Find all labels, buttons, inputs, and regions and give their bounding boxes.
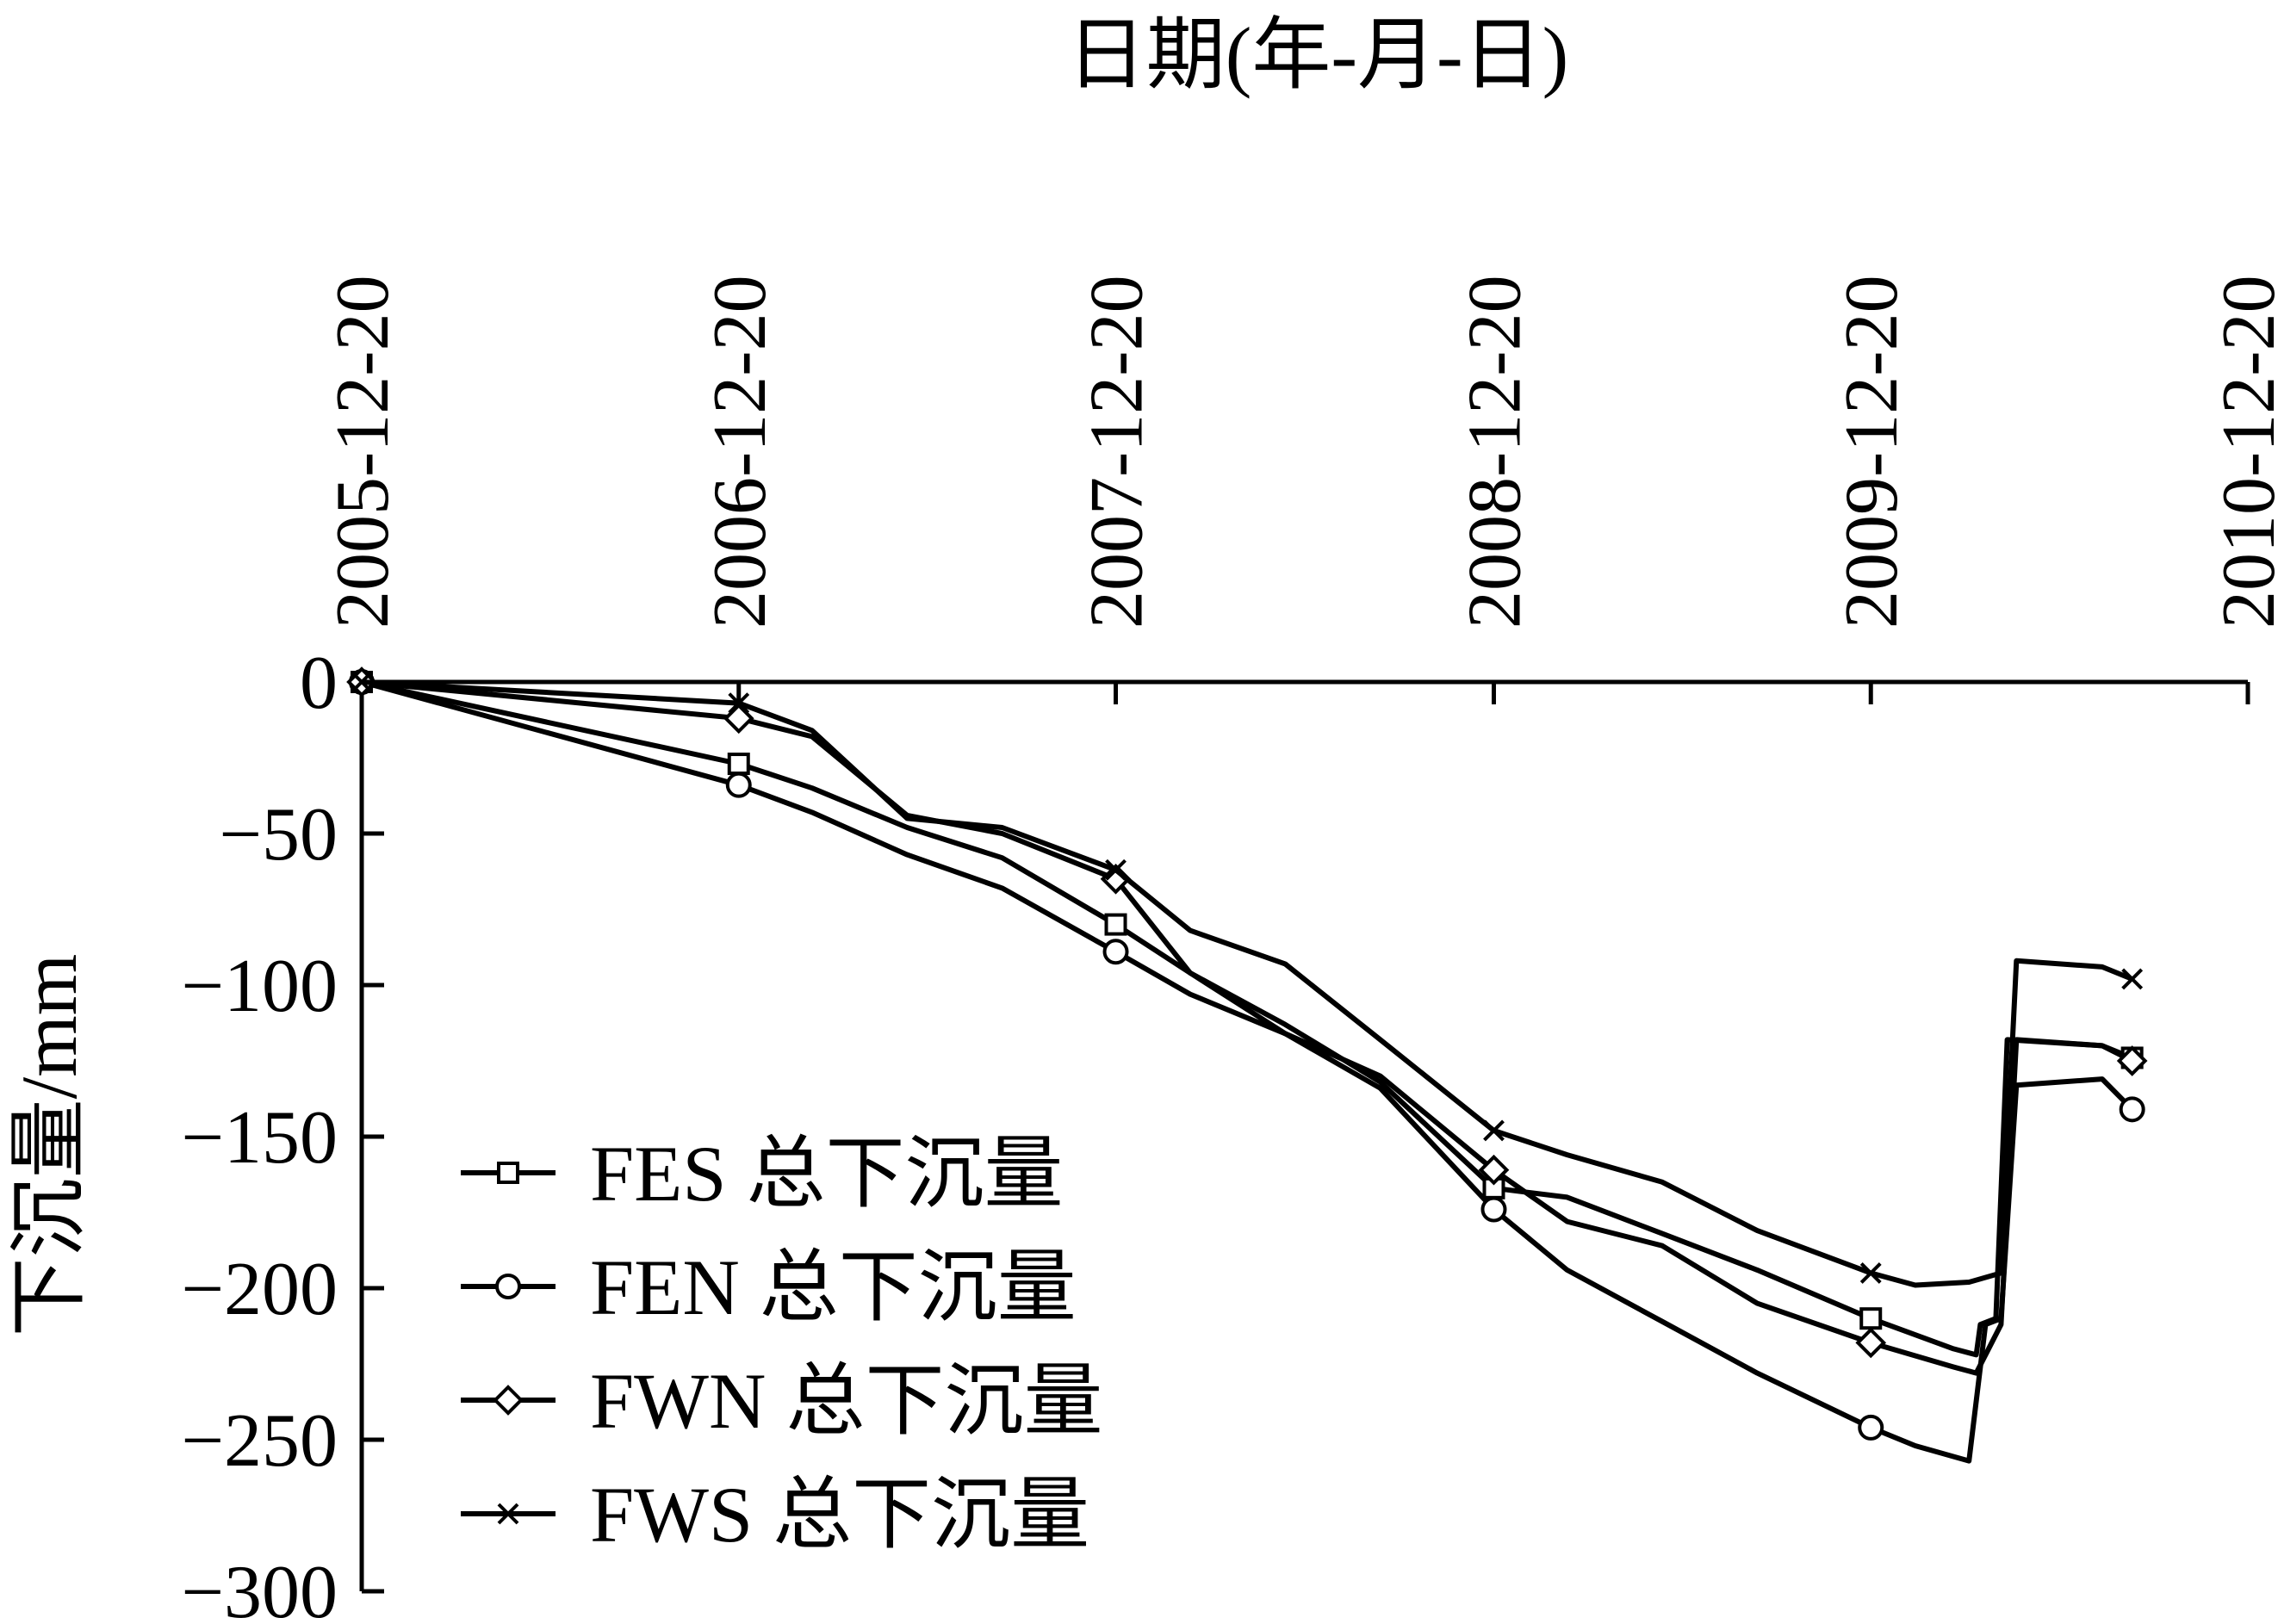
data-point <box>351 671 373 693</box>
data-point <box>1855 1327 1887 1359</box>
y-tick-label: −200 <box>181 1248 338 1331</box>
data-point <box>723 703 754 735</box>
data-point <box>2116 1045 2148 1076</box>
y-axis-label: 下沉量/mm <box>5 954 93 1337</box>
x-tick-label: 2006-12-20 <box>698 275 782 629</box>
legend-label: FEN 总下沉量 <box>590 1243 1077 1331</box>
legend-label: FWS 总下沉量 <box>590 1471 1089 1559</box>
data-point <box>727 753 750 776</box>
data-point <box>1105 858 1127 881</box>
data-point <box>1858 1414 1884 1441</box>
data-point <box>1104 913 1127 936</box>
data-point <box>728 692 750 715</box>
legend-marker <box>495 1274 521 1299</box>
legend-item: FEN 总下沉量 <box>461 1243 1077 1331</box>
legend-item: FES 总下沉量 <box>461 1130 1064 1218</box>
data-point <box>1859 1261 1882 1284</box>
y-tick-label: −50 <box>219 793 338 877</box>
data-point <box>1478 1154 1510 1186</box>
legend-marker <box>493 1385 524 1416</box>
y-tick-label: −250 <box>181 1399 338 1483</box>
y-tick-label: −300 <box>181 1551 338 1624</box>
data-point <box>1859 1307 1883 1330</box>
series-line <box>361 679 2133 1288</box>
y-tick-label: 0 <box>300 642 338 725</box>
legend-item: FWN 总下沉量 <box>461 1357 1102 1445</box>
legend-label: FES 总下沉量 <box>590 1130 1064 1218</box>
data-point <box>1480 1196 1507 1223</box>
x-tick-label: 2005-12-20 <box>321 275 405 629</box>
x-tick-label: 2007-12-20 <box>1076 275 1159 629</box>
x-tick-label: 2008-12-20 <box>1453 275 1536 629</box>
series-cross <box>351 671 2144 1288</box>
x-axis-label: 日期(年-月-日) <box>1067 11 1569 99</box>
legend-label: FWN 总下沉量 <box>590 1357 1102 1445</box>
legend-item: FWS 总下沉量 <box>461 1471 1089 1559</box>
x-tick-label: 2009-12-20 <box>1830 275 1914 629</box>
x-tick-label: 2010-12-20 <box>2207 275 2278 629</box>
y-tick-label: −150 <box>181 1096 338 1180</box>
data-point <box>2119 1096 2145 1123</box>
data-point <box>2121 968 2144 990</box>
y-tick-label: −100 <box>181 945 338 1028</box>
legend-marker <box>497 1503 519 1525</box>
data-point <box>1483 1119 1505 1142</box>
series-line <box>361 679 2134 1464</box>
legend-marker <box>497 1162 519 1184</box>
data-point <box>725 772 752 798</box>
data-point <box>1102 939 1129 965</box>
